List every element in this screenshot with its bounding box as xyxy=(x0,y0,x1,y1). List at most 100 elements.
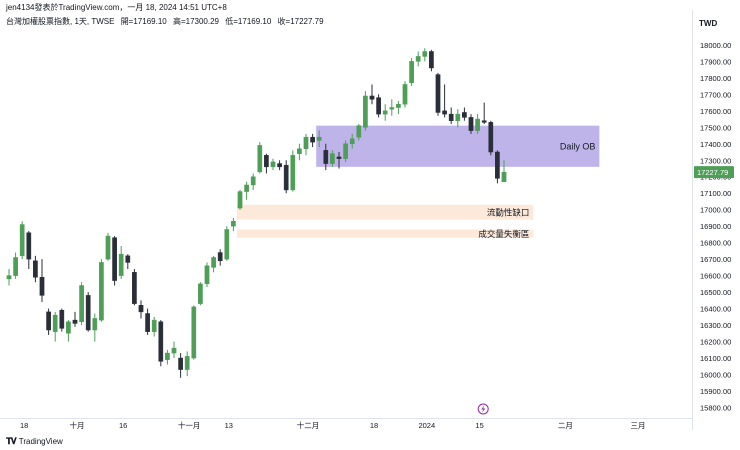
lightning-icon xyxy=(481,405,486,413)
candle-body[interactable] xyxy=(105,235,111,260)
candle-body[interactable] xyxy=(46,311,51,331)
candle-body[interactable] xyxy=(356,125,362,138)
x-tick-label: 13 xyxy=(225,421,233,430)
y-tick-label: 16900.00 xyxy=(700,222,731,231)
candle-body[interactable] xyxy=(435,74,441,113)
candle-body[interactable] xyxy=(244,184,249,192)
candle-body[interactable] xyxy=(85,295,91,331)
candle-body[interactable] xyxy=(158,321,164,362)
candle-body[interactable] xyxy=(39,277,45,296)
candle-body[interactable] xyxy=(231,220,236,227)
candle-body[interactable] xyxy=(59,309,65,329)
y-tick-label: 17800.00 xyxy=(700,74,731,83)
candle-body[interactable] xyxy=(270,161,276,168)
candle-body[interactable] xyxy=(303,136,309,149)
candle-body[interactable] xyxy=(13,257,18,276)
candle-body[interactable] xyxy=(19,224,25,257)
candle-body[interactable] xyxy=(462,112,467,118)
candle-body[interactable] xyxy=(501,171,507,183)
symbol-name[interactable]: 台灣加權股票指數, 1天, TWSE xyxy=(6,17,115,26)
y-tick-label: 17700.00 xyxy=(700,90,731,99)
candle-body[interactable] xyxy=(330,153,335,164)
candle-body[interactable] xyxy=(481,120,487,123)
candle-body[interactable] xyxy=(429,51,434,69)
last-price-tag[interactable] xyxy=(694,166,734,179)
candle-body[interactable] xyxy=(257,145,263,173)
candle-body[interactable] xyxy=(283,164,289,191)
y-tick-label: 17100.00 xyxy=(700,189,731,198)
candle-body[interactable] xyxy=(118,253,124,276)
candle-body[interactable] xyxy=(409,61,414,84)
candle-body[interactable] xyxy=(376,97,381,115)
candle-body[interactable] xyxy=(396,103,401,108)
candle-body[interactable] xyxy=(455,113,461,121)
candle-body[interactable] xyxy=(343,143,348,159)
candle-body[interactable] xyxy=(217,252,223,262)
brand-text: TradingView xyxy=(18,437,63,446)
candle-body[interactable] xyxy=(72,319,78,324)
candle-body[interactable] xyxy=(250,176,256,186)
candle-body[interactable] xyxy=(6,275,12,280)
candle-body[interactable] xyxy=(191,306,197,359)
candle-body[interactable] xyxy=(323,150,329,164)
candle-body[interactable] xyxy=(178,357,183,370)
candle-body[interactable] xyxy=(151,319,157,332)
candle-body[interactable] xyxy=(125,255,131,263)
candle-body[interactable] xyxy=(204,265,210,285)
candle-body[interactable] xyxy=(363,95,368,128)
candle-body[interactable] xyxy=(475,118,480,131)
candle-body[interactable] xyxy=(52,314,58,332)
y-tick-label: 16100.00 xyxy=(700,354,731,363)
candle-body[interactable] xyxy=(132,272,137,304)
candle-body[interactable] xyxy=(264,155,269,168)
candle-body[interactable] xyxy=(290,155,296,191)
candle-body[interactable] xyxy=(79,285,84,323)
candle-body[interactable] xyxy=(488,122,494,153)
candle-body[interactable] xyxy=(99,262,104,321)
candle-body[interactable] xyxy=(316,136,322,141)
candle-body[interactable] xyxy=(26,232,32,260)
candle-body[interactable] xyxy=(310,136,315,143)
y-tick-label: 17900.00 xyxy=(700,57,731,66)
candle-body[interactable] xyxy=(66,321,71,334)
candle-body[interactable] xyxy=(165,352,170,360)
y-tick-label: 16700.00 xyxy=(700,255,731,264)
x-tick-label: 15 xyxy=(475,421,483,430)
candle-body[interactable] xyxy=(277,163,282,168)
candle-body[interactable] xyxy=(389,107,395,110)
zone-label-3: 成交量失衡區 xyxy=(478,229,529,239)
candle-body[interactable] xyxy=(442,110,447,115)
last-price-label: 17227.79 xyxy=(697,168,728,177)
y-tick-label: 17600.00 xyxy=(700,107,731,116)
candle-body[interactable] xyxy=(138,305,144,313)
candle-body[interactable] xyxy=(415,56,421,62)
candle-body[interactable] xyxy=(369,95,375,100)
candle-body[interactable] xyxy=(92,318,98,331)
candle-body[interactable] xyxy=(349,138,355,145)
candle-body[interactable] xyxy=(336,156,342,159)
candle-body[interactable] xyxy=(211,257,216,268)
candle-body[interactable] xyxy=(33,260,38,278)
author-line: jen4134發表於TradingView.com，一月 18, 2024 14… xyxy=(6,3,227,12)
candle-body[interactable] xyxy=(495,151,500,179)
candle-body[interactable] xyxy=(382,110,388,115)
candle-body[interactable] xyxy=(171,347,177,354)
candle-body[interactable] xyxy=(468,117,474,131)
candle-body[interactable] xyxy=(297,148,302,154)
zone-box-3[interactable] xyxy=(237,229,534,238)
candle-body[interactable] xyxy=(422,51,428,57)
candle-body[interactable] xyxy=(112,237,117,281)
candle-body[interactable] xyxy=(224,229,230,260)
currency-label[interactable]: TWD xyxy=(699,19,718,28)
ohlc-close: 收=17227.79 xyxy=(277,17,324,26)
candle-body[interactable] xyxy=(184,356,190,370)
candle-body[interactable] xyxy=(145,313,150,332)
candle-body[interactable] xyxy=(448,113,454,121)
zone-box-1[interactable] xyxy=(316,125,600,167)
candle-body[interactable] xyxy=(237,191,243,209)
candle-body[interactable] xyxy=(198,283,203,304)
zone-box-2[interactable] xyxy=(237,204,534,220)
tradingview-logo-icon: 𝐓𝐕 xyxy=(6,436,17,446)
candle-body[interactable] xyxy=(402,84,408,105)
